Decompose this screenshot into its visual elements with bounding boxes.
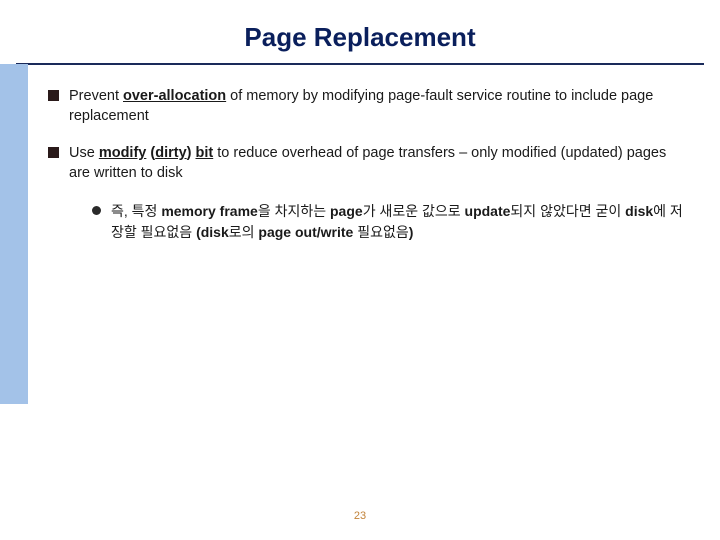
text-fragment: page out/write	[258, 224, 357, 240]
bullet-1-text: Prevent over-allocation of memory by mod…	[69, 87, 688, 126]
bullet-2-text: Use modify (dirty) bit to reduce overhea…	[69, 144, 688, 183]
square-bullet-icon	[48, 90, 59, 101]
text-fragment: )	[187, 145, 196, 161]
text-fragment: Prevent	[69, 88, 123, 104]
text-fragment: dirty	[155, 145, 186, 161]
text-fragment: bit	[196, 145, 214, 161]
text-fragment: update	[465, 203, 511, 219]
slide-title: Page Replacement	[0, 0, 720, 63]
text-fragment: (	[146, 145, 155, 161]
sub-bullet-1-text: 즉, 특정 memory frame을 차지하는 page가 새로운 값으로 u…	[111, 201, 688, 243]
text-fragment: page	[330, 203, 363, 219]
text-fragment: 가 새로운 값으로	[363, 203, 465, 219]
bullet-1: Prevent over-allocation of memory by mod…	[48, 87, 688, 126]
circle-bullet-icon	[92, 206, 101, 215]
text-fragment: )	[409, 224, 414, 240]
page-number: 23	[0, 510, 720, 522]
text-fragment: Use	[69, 145, 99, 161]
text-fragment: over-allocation	[123, 88, 226, 104]
text-fragment: 필요없음	[357, 224, 409, 240]
title-underline	[16, 63, 704, 65]
text-fragment: 을 차지하는	[258, 203, 330, 219]
slide-content: Prevent over-allocation of memory by mod…	[48, 87, 688, 243]
sub-bullet-1: 즉, 특정 memory frame을 차지하는 page가 새로운 값으로 u…	[92, 201, 688, 243]
square-bullet-icon	[48, 147, 59, 158]
text-fragment: 로의	[229, 224, 259, 240]
text-fragment: disk	[625, 203, 653, 219]
text-fragment: modify	[99, 145, 147, 161]
bullet-2: Use modify (dirty) bit to reduce overhea…	[48, 144, 688, 183]
text-fragment: 되지 않았다면 굳이	[510, 203, 625, 219]
text-fragment: (disk	[196, 224, 229, 240]
sidebar-accent	[0, 64, 28, 404]
text-fragment: memory frame	[161, 203, 258, 219]
text-fragment: 즉, 특정	[111, 203, 161, 219]
